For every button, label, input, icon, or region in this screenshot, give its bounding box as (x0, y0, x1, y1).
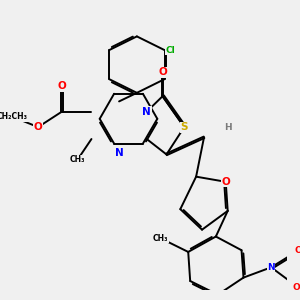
Text: O⁻: O⁻ (292, 283, 300, 292)
Text: O: O (221, 177, 230, 187)
Text: H: H (224, 123, 232, 132)
Text: O: O (34, 122, 43, 132)
Text: N: N (142, 107, 151, 117)
Text: S: S (181, 122, 188, 132)
Text: N: N (267, 263, 275, 272)
Text: CH₃: CH₃ (70, 155, 86, 164)
Text: Cl: Cl (166, 46, 175, 55)
Text: O: O (295, 246, 300, 255)
Text: O: O (58, 81, 66, 91)
Text: CH₃: CH₃ (153, 234, 168, 243)
Text: O: O (158, 67, 167, 77)
Text: CH₂CH₃: CH₂CH₃ (0, 112, 28, 121)
Text: N: N (115, 148, 124, 158)
